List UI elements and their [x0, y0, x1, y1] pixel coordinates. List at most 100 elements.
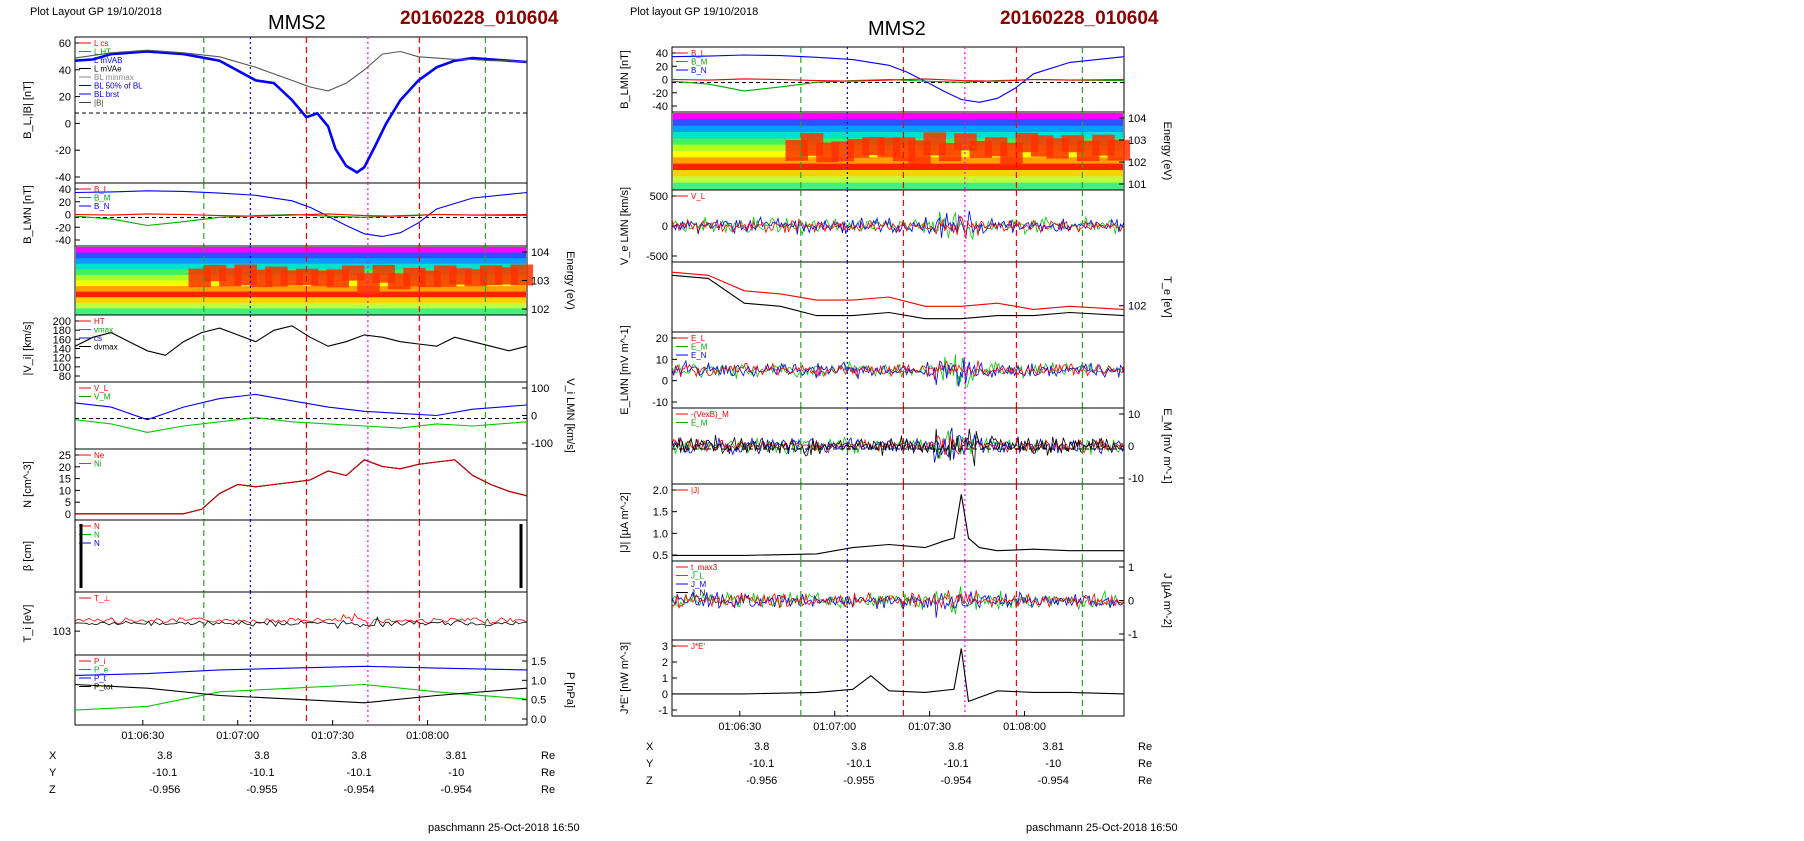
- y-tick-label: 160: [53, 334, 71, 346]
- y-tick-label: 25: [59, 450, 71, 462]
- legend-label: |B|: [94, 99, 104, 108]
- y-tick-label: -500: [646, 251, 668, 263]
- series-ne: [75, 459, 528, 515]
- series-t-e-par: [671, 271, 1125, 310]
- panel-frame: [74, 654, 528, 726]
- y-tick-label: 101: [1128, 179, 1146, 191]
- legend-label: E_M: [691, 419, 708, 428]
- legend-label: L HT: [94, 48, 111, 57]
- spectrogram-band-right: [673, 170, 1123, 178]
- noisy-trace-blue: [671, 210, 1125, 239]
- noisy-trace-blue: [671, 591, 1125, 618]
- x-tick-label: 01:08:00: [406, 730, 449, 742]
- series-v-m: [74, 417, 528, 433]
- y-tick-label: -40: [55, 172, 71, 184]
- x-tick-label: 01:07:00: [813, 721, 856, 733]
- panel-frame: [74, 448, 528, 521]
- orbit-value: -0.954: [343, 784, 374, 796]
- y-tick-label: 3: [662, 641, 668, 653]
- orbit-value: 3.8: [948, 741, 963, 753]
- right-panel-2: [671, 111, 1131, 191]
- legend-label: E_M: [691, 343, 708, 352]
- y-axis-label: T_i [eV]: [22, 605, 34, 643]
- spectrogram-band-left: [76, 308, 526, 315]
- orbit-value: 3.8: [157, 750, 172, 762]
- legend-label: B_M: [691, 58, 708, 67]
- panel-frame: [74, 591, 528, 656]
- right-event-id: 20160228_010604: [1000, 8, 1159, 29]
- orbit-value: -10.1: [152, 767, 177, 779]
- spectrogram-band-right: [673, 163, 1123, 171]
- orbit-value: -0.954: [1038, 775, 1069, 787]
- orbit-unit: Re: [541, 750, 555, 762]
- y-axis-label: J*E' [nW m^-3]: [619, 642, 631, 714]
- y-tick-label: 104: [1128, 113, 1146, 125]
- y-axis-label: V_i LMN [km/s]: [564, 378, 576, 453]
- y-tick-label: 20: [59, 462, 71, 474]
- legend-label: HT: [94, 317, 105, 326]
- spectrogram-band-left: [76, 247, 526, 254]
- y-tick-label: 100: [53, 362, 71, 374]
- y-tick-label: 0: [1128, 596, 1134, 608]
- right-layout-label: Plot layout GP 19/10/2018: [630, 6, 759, 18]
- legend-label: N: [94, 522, 100, 531]
- legend-label: J_L: [691, 572, 704, 581]
- y-tick-label: -20: [55, 145, 71, 157]
- legend-label: J*E': [691, 642, 705, 651]
- y-tick-label: 103: [1128, 135, 1146, 147]
- series-b-l-brst: [74, 50, 528, 174]
- orbit-unit: Re: [541, 784, 555, 796]
- legend-label: B_L: [94, 185, 109, 194]
- noisy-trace-blue: [671, 357, 1125, 387]
- y-tick-label: 103: [531, 276, 549, 288]
- y-axis-label: |V_i| [km/s]: [22, 321, 34, 375]
- orbit-value: 3.8: [254, 750, 269, 762]
- y-axis-label: N [cm^-3]: [22, 461, 34, 508]
- orbit-value: -0.955: [246, 784, 277, 796]
- spectrogram-band-left: [76, 252, 526, 260]
- y-tick-label: 0.5: [531, 695, 546, 707]
- y-tick-label: 0: [531, 411, 537, 423]
- y-tick-label: 40: [656, 48, 668, 60]
- orbit-value: -0.956: [746, 775, 777, 787]
- y-tick-label: 20: [59, 197, 71, 209]
- legend-label: N: [94, 531, 100, 540]
- spectrogram-band-left: [76, 297, 526, 304]
- y-tick-label: 1.5: [653, 507, 668, 519]
- right-panel-7: [671, 483, 1125, 562]
- y-axis-label: P [nPa]: [564, 672, 576, 708]
- y-tick-label: -100: [531, 438, 553, 450]
- series-b-m: [74, 213, 528, 227]
- noisy-trace-red: [671, 589, 1125, 609]
- y-tick-label: 180: [53, 325, 71, 337]
- y-axis-label: B_L,|B| [nT]: [22, 81, 34, 139]
- y-tick-label: 500: [650, 191, 668, 203]
- series-p-t: [74, 683, 528, 704]
- spectrogram-band-left: [76, 286, 526, 293]
- legend-label: P_t: [94, 674, 107, 683]
- right-panel-3: [671, 189, 1125, 263]
- legend-label: B_N: [94, 202, 110, 211]
- y-axis-label: Energy (eV): [564, 251, 576, 310]
- orbit-value: 3.8: [754, 741, 769, 753]
- x-tick-label: 01:08:00: [1003, 721, 1046, 733]
- series-b-m: [671, 78, 1125, 92]
- y-tick-label: 1.0: [531, 675, 546, 687]
- y-tick-label: 0: [662, 689, 668, 701]
- noisy-trace-red: [74, 613, 528, 628]
- orbit-value: -10.1: [944, 758, 969, 770]
- y-tick-label: 102: [531, 304, 549, 316]
- orbit-unit: Re: [1138, 741, 1152, 753]
- spectrogram-flux-left: [510, 264, 534, 286]
- y-tick-label: 0: [1128, 441, 1134, 453]
- y-tick-label: 40: [59, 65, 71, 77]
- y-axis-label: J [µA m^-2]: [1161, 573, 1173, 628]
- spectrogram-band-left: [76, 291, 526, 299]
- orbit-value: -0.956: [149, 784, 180, 796]
- y-tick-label: -20: [652, 88, 668, 100]
- legend-label: B_L: [691, 49, 706, 58]
- legend-label: |J|: [691, 486, 699, 495]
- x-tick-label: 01:06:30: [718, 721, 761, 733]
- orbit-value: -10.1: [749, 758, 774, 770]
- legend-label: L mVAB: [94, 56, 122, 65]
